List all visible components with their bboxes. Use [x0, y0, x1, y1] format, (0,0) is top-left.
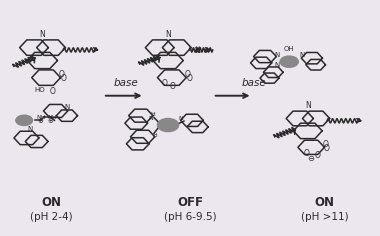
Text: O: O — [170, 82, 176, 91]
Text: (pH 2-4): (pH 2-4) — [30, 212, 73, 222]
Text: N: N — [64, 104, 70, 110]
Text: $\oplus$: $\oplus$ — [47, 116, 54, 125]
Text: NH: NH — [47, 115, 57, 120]
Text: N: N — [28, 126, 33, 132]
Text: O: O — [50, 87, 56, 96]
Circle shape — [280, 56, 298, 67]
Circle shape — [157, 118, 179, 132]
Text: O: O — [304, 149, 310, 158]
Circle shape — [16, 115, 33, 126]
Text: O: O — [315, 151, 321, 160]
Text: NH: NH — [37, 115, 46, 120]
Text: $\ominus$: $\ominus$ — [307, 154, 315, 163]
Text: N: N — [165, 30, 171, 39]
Text: N: N — [40, 30, 45, 39]
Text: (pH >11): (pH >11) — [301, 212, 348, 222]
Text: O: O — [184, 70, 190, 79]
Text: O: O — [162, 79, 167, 88]
Text: N: N — [179, 116, 183, 121]
Text: ON: ON — [42, 197, 62, 210]
Text: O: O — [59, 70, 65, 79]
Text: base: base — [242, 78, 267, 88]
Text: N: N — [274, 62, 280, 68]
Text: O: O — [186, 74, 192, 83]
Text: N: N — [274, 51, 280, 58]
Text: N: N — [299, 51, 304, 58]
Text: HO: HO — [34, 87, 45, 93]
Text: $\oplus$: $\oplus$ — [37, 116, 44, 125]
Text: ON: ON — [314, 197, 334, 210]
Text: O: O — [323, 140, 328, 149]
Text: H: H — [150, 112, 155, 117]
Text: (pH 6-9.5): (pH 6-9.5) — [164, 212, 216, 222]
Text: N: N — [148, 116, 153, 121]
Text: O: O — [60, 74, 66, 83]
Text: OH: OH — [284, 46, 294, 52]
Text: N: N — [305, 101, 310, 110]
Text: OFF: OFF — [177, 197, 203, 210]
Text: base: base — [113, 78, 138, 88]
Text: H: H — [152, 133, 157, 138]
Text: O: O — [324, 144, 329, 153]
